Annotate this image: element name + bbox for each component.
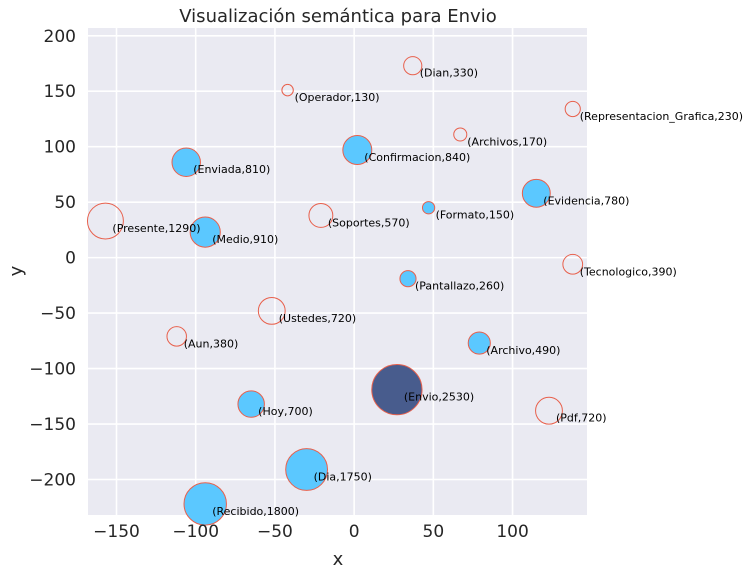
point-pdf (535, 396, 563, 425)
point-label-tecnologico: (Tecnologico,390) (580, 265, 677, 278)
point-archivos (453, 127, 468, 142)
chart-title: Visualización semántica para Envio (179, 6, 496, 27)
point-tecnologico (562, 253, 584, 275)
point-label-aun: (Aun,380) (184, 337, 239, 350)
point-label-medio: (Medio,910) (212, 233, 278, 246)
point-archivo (467, 331, 491, 355)
point-soportes (308, 203, 334, 228)
point-label-archivo: (Archivo,490) (486, 344, 560, 357)
point-label-operador: (Operador,130) (295, 91, 380, 104)
point-enviada (171, 147, 201, 177)
point-label-presente: (Presente,1290) (112, 222, 200, 235)
point-envio (371, 363, 423, 416)
point-label-representacion-grafica: (Representacion_Grafica,230) (580, 110, 743, 123)
y-tick-label: 0 (65, 249, 76, 269)
grid-lines (88, 28, 587, 515)
point-dia (285, 448, 329, 491)
y-tick-label: 200 (44, 27, 76, 47)
x-tick-label: 0 (349, 522, 360, 542)
point-label-hoy: (Hoy,700) (258, 405, 313, 418)
point-label-confirmacion: (Confirmacion,840) (364, 151, 470, 164)
point-formato (421, 201, 436, 215)
point-label-pdf: (Pdf,720) (556, 412, 607, 425)
x-tick-label: −150 (93, 522, 140, 542)
point-label-recibido: (Recibido,1800) (212, 505, 299, 518)
point-aun (166, 326, 187, 347)
point-representacion-grafica (564, 100, 581, 118)
y-tick-label: −100 (29, 360, 76, 380)
y-tick-label: 150 (44, 82, 76, 102)
y-tick-label: 50 (54, 193, 76, 213)
point-label-evidencia: (Evidencia,780) (543, 194, 629, 207)
point-dian (403, 56, 423, 76)
point-pantallazo (399, 270, 417, 288)
point-hoy (237, 390, 265, 418)
point-label-formato: (Formato,150) (436, 209, 515, 222)
x-tick-label: 100 (496, 522, 528, 542)
x-tick-label: −100 (172, 522, 219, 542)
point-operador (281, 83, 294, 97)
point-medio (189, 216, 221, 248)
point-label-ustedes: (Ustedes,720) (279, 312, 356, 325)
y-tick-label: −50 (40, 304, 76, 324)
x-tick-label: −50 (257, 522, 293, 542)
point-presente (86, 202, 124, 240)
point-label-enviada: (Enviada,810) (193, 163, 270, 176)
point-labels: (Dian,330) (Operador,130) (Representacion_… (112, 67, 743, 518)
point-recibido (183, 482, 227, 526)
point-label-envio: (Envio,2530) (404, 391, 474, 404)
y-axis-label: y (6, 265, 27, 276)
data-points (86, 56, 584, 526)
point-confirmacion (342, 135, 373, 166)
point-label-pantallazo: (Pantallazo,260) (415, 280, 504, 293)
plot-area (88, 28, 587, 515)
x-axis-label: x (333, 549, 344, 570)
y-tick-label: −200 (29, 471, 76, 491)
point-label-soportes: (Soportes,570) (328, 216, 410, 229)
x-axis-ticks: −150 −100 −50 0 50 100 (93, 522, 529, 542)
point-evidencia (521, 178, 551, 208)
x-tick-label: 50 (423, 522, 445, 542)
point-label-dian: (Dian,330) (420, 67, 478, 80)
y-tick-label: 100 (44, 138, 76, 158)
point-ustedes (257, 296, 286, 325)
point-label-archivos: (Archivos,170) (467, 135, 547, 148)
y-axis-ticks: −200 −150 −100 −50 0 50 100 150 200 (29, 27, 76, 491)
y-tick-label: −150 (29, 415, 76, 435)
point-label-dia: (Dia,1750) (314, 471, 372, 484)
